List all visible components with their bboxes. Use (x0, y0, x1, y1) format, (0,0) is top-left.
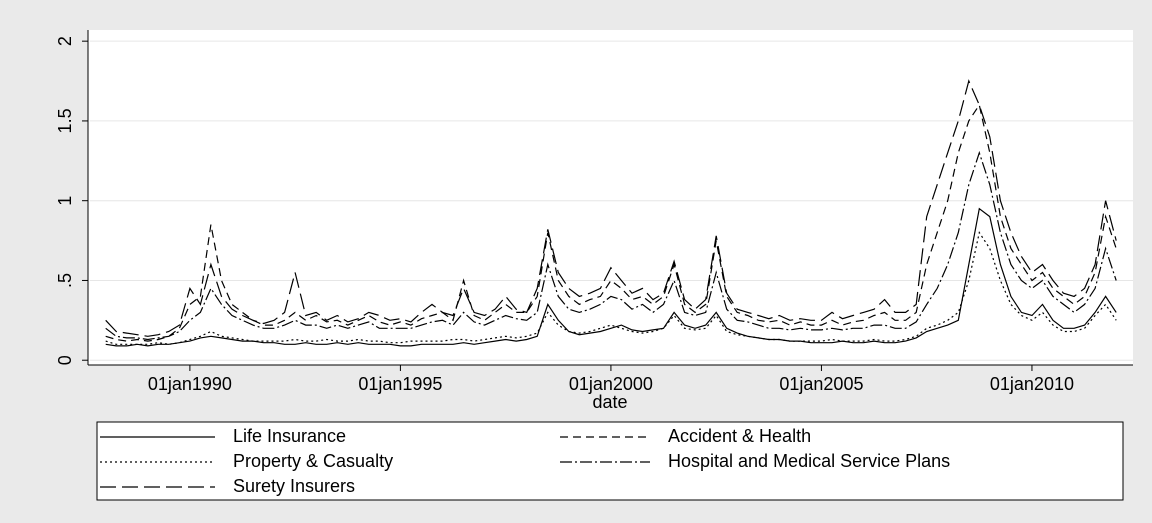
legend-label: Accident & Health (668, 426, 811, 446)
legend-label: Life Insurance (233, 426, 346, 446)
legend-box (96, 421, 1124, 501)
x-tick-label: 01jan1990 (148, 374, 232, 394)
x-tick-label: 01jan2005 (779, 374, 863, 394)
y-tick-label: 1.5 (55, 108, 75, 133)
x-tick-label: 01jan1995 (358, 374, 442, 394)
x-tick-label: 01jan2010 (990, 374, 1074, 394)
legend-label: Hospital and Medical Service Plans (668, 451, 950, 471)
series-line (105, 103, 1117, 342)
y-tick-label: 2 (55, 36, 75, 46)
x-axis-title: date (592, 392, 627, 412)
y-tick-label: .5 (55, 273, 75, 288)
series-line (105, 231, 1117, 345)
series-line (105, 79, 1117, 337)
legend-label: Property & Casualty (233, 451, 393, 471)
y-tick-label: 0 (55, 355, 75, 365)
y-tick-label: 1 (55, 196, 75, 206)
series-line (105, 207, 1117, 347)
series-line (105, 150, 1117, 341)
legend-label: Surety Insurers (233, 476, 355, 496)
x-tick-label: 01jan2000 (569, 374, 653, 394)
